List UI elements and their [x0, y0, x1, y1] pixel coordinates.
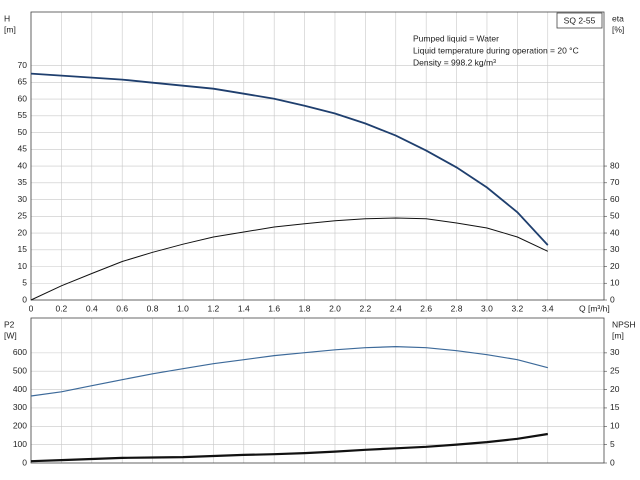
x-tick-label: 2.8 — [451, 303, 463, 313]
curve — [30, 432, 548, 463]
annotation: Pumped liquid = Water — [413, 33, 499, 43]
x-tick-label: 1.2 — [207, 303, 219, 313]
x-tick-label: 0.6 — [116, 303, 128, 313]
y2-axis-label: NPSH — [612, 319, 636, 329]
x-tick-label: 1.6 — [268, 303, 280, 313]
y-tick-label: 300 — [13, 402, 27, 412]
x-tick-label: 3.0 — [481, 303, 493, 313]
y-tick-label: 60 — [18, 93, 28, 103]
y-tick-label: 0 — [22, 457, 27, 467]
x-tick-label: 3.4 — [542, 303, 554, 313]
y2-tick-label: 20 — [610, 261, 620, 271]
x-tick-label: 0.8 — [147, 303, 159, 313]
y-tick-label: 5 — [22, 278, 27, 288]
y2-tick-label: 60 — [610, 194, 620, 204]
y2-tick-label: 10 — [610, 421, 620, 431]
y2-axis-unit: [m] — [612, 330, 624, 340]
y2-tick-label: 70 — [610, 177, 620, 187]
y-tick-label: 20 — [18, 227, 28, 237]
y-axis-unit: [W] — [4, 330, 17, 340]
y-tick-label: 35 — [18, 177, 28, 187]
y-tick-label: 30 — [18, 194, 28, 204]
y2-tick-label: 0 — [610, 294, 615, 304]
x-axis-label: Q [m³/h] — [579, 303, 610, 313]
y2-tick-label: 80 — [610, 160, 620, 170]
y2-axis-unit: [%] — [612, 24, 624, 34]
y-tick-label: 200 — [13, 421, 27, 431]
y2-tick-label: 20 — [610, 384, 620, 394]
curve — [30, 345, 548, 397]
y-tick-label: 45 — [18, 144, 28, 154]
curve — [30, 72, 549, 246]
y2-tick-label: 30 — [610, 244, 620, 254]
y2-tick-label: 50 — [610, 211, 620, 221]
x-tick-label: 2.0 — [329, 303, 341, 313]
x-tick-label: 2.4 — [390, 303, 402, 313]
chart-title: SQ 2-55 — [564, 15, 596, 25]
x-tick-label: 0.2 — [55, 303, 67, 313]
y-tick-label: 40 — [18, 160, 28, 170]
y-tick-label: 55 — [18, 110, 28, 120]
y-tick-label: 15 — [18, 244, 28, 254]
y-axis-unit: [m] — [4, 24, 16, 34]
y2-tick-label: 15 — [610, 402, 620, 412]
y-tick-label: 400 — [13, 384, 27, 394]
y-tick-label: 600 — [13, 347, 27, 357]
y-tick-label: 70 — [18, 60, 28, 70]
x-tick-label: 1.4 — [238, 303, 250, 313]
plot-frame — [30, 11, 605, 301]
y2-tick-label: 10 — [610, 278, 620, 288]
y2-tick-label: 5 — [610, 439, 615, 449]
x-tick-label: 0.4 — [86, 303, 98, 313]
y-axis-label: P2 — [4, 319, 15, 329]
x-tick-label: 1.0 — [177, 303, 189, 313]
x-tick-label: 2.6 — [420, 303, 432, 313]
x-tick-label: 2.2 — [359, 303, 371, 313]
annotation: Density = 998.2 kg/m³ — [413, 57, 496, 67]
y-tick-label: 25 — [18, 211, 28, 221]
y-tick-label: 100 — [13, 439, 27, 449]
curve — [30, 217, 549, 301]
annotation: Liquid temperature during operation = 20… — [413, 45, 579, 55]
y-tick-label: 10 — [18, 261, 28, 271]
y2-tick-label: 30 — [610, 347, 620, 357]
y2-axis-label: eta — [612, 13, 624, 23]
y-tick-label: 65 — [18, 77, 28, 87]
y-axis-label: H — [4, 13, 10, 23]
x-tick-label: 1.8 — [299, 303, 311, 313]
y-tick-label: 50 — [18, 127, 28, 137]
x-tick-label: 3.2 — [511, 303, 523, 313]
y2-tick-label: 0 — [610, 457, 615, 467]
title-box — [556, 12, 603, 29]
x-tick-label: 0 — [29, 303, 34, 313]
y2-tick-label: 40 — [610, 227, 620, 237]
plot-frame — [30, 317, 605, 464]
y-tick-label: 500 — [13, 365, 27, 375]
y2-tick-label: 25 — [610, 365, 620, 375]
y-tick-label: 0 — [22, 294, 27, 304]
